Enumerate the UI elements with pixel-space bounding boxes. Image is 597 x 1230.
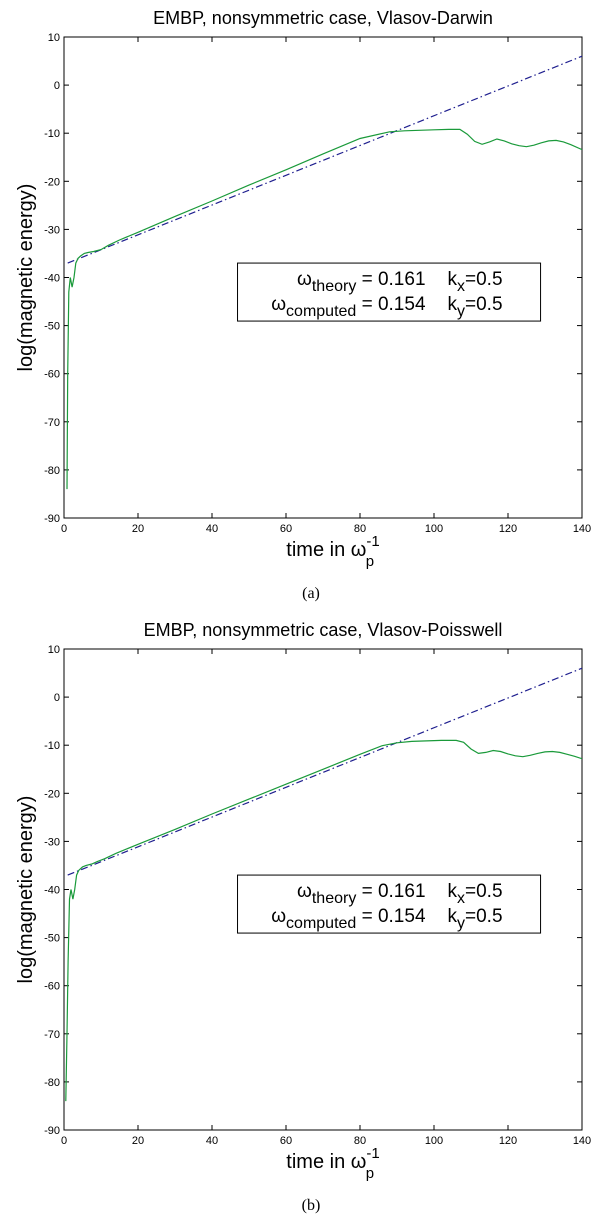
chart-a-ytick-label: -30 [44,224,60,236]
chart-b-xtick-label: 60 [280,1135,292,1147]
chart-a-omega-value: = 0.154 [356,294,426,315]
chart-a-annotation-k-x: kx=0.5 [448,269,503,295]
chart-b-k-value: =0.5 [465,906,503,927]
chart-b-caption: (b) [302,1197,321,1214]
chart-b-ytick-label: -80 [44,1077,60,1089]
chart-b-computed-energy-line [65,739,582,1102]
chart-b-title: EMBP, nonsymmetric case, Vlasov-Poisswel… [144,620,503,640]
chart-a-xtick-label: 120 [499,523,517,535]
chart-b-omega-subscript: computed [286,915,356,932]
chart-a-annotation-omega-theory: ωtheory = 0.161 [297,269,426,295]
chart-a-omega-symbol: ω [271,294,286,315]
chart-b-xlabel: time in ω-1 p [286,1145,379,1182]
chart-a-ytick-label: -40 [44,273,60,285]
chart-b-annotation-k-y: ky=0.5 [448,906,503,932]
chart-b-k-subscript: x [457,890,465,907]
chart-a-title: EMBP, nonsymmetric case, Vlasov-Darwin [153,8,493,28]
chart-a-omega-symbol: ω [297,269,312,290]
chart-a-xtick-label: 0 [61,523,67,535]
chart-a-k-value: =0.5 [465,294,503,315]
chart-a-ytick-label: 0 [54,80,60,92]
chart-b-annotation-k-x: kx=0.5 [448,881,503,907]
chart-a-xlabel-sub: p [366,553,374,570]
chart-a-ytick-label: 10 [48,32,60,44]
chart-b-k-symbol: k [448,881,458,902]
chart-b-ytick-label: 10 [48,644,60,656]
chart-b-ytick-label: -40 [44,885,60,897]
chart-a-xtick-label: 80 [354,523,366,535]
chart-panel-a: EMBP, nonsymmetric case, Vlasov-Darwin 0 2… [0,0,597,612]
chart-b-svg: EMBP, nonsymmetric case, Vlasov-Poisswel… [15,620,591,1214]
chart-b-ytick-label: -90 [44,1125,60,1137]
chart-a-ylabel: log(magnetic energy) [15,184,37,372]
chart-a-k-value: =0.5 [465,269,503,290]
chart-a-xtick-label: 20 [132,523,144,535]
chart-b-ytick-label: 0 [54,692,60,704]
chart-a-k-symbol: k [448,269,458,290]
chart-a-xtick-label: 100 [425,523,443,535]
chart-b-k-subscript: y [457,915,465,932]
chart-b-ytick-label: -30 [44,836,60,848]
chart-a-k-subscript: x [457,278,465,295]
chart-a-ytick-label: -20 [44,176,60,188]
chart-a-omega-value: = 0.161 [356,269,425,290]
chart-b-ylabel: log(magnetic energy) [15,796,37,984]
chart-b-ytick-label: -20 [44,788,60,800]
chart-b-xlabel-main: time in ω [286,1151,366,1173]
chart-a-xtick-label: 40 [206,523,218,535]
chart-a-annotation-k-y: ky=0.5 [448,294,503,320]
chart-a-ytick-label: -10 [44,128,60,140]
chart-b-xlabel-sup: -1 [366,1145,379,1162]
chart-b-ytick-label: -50 [44,933,60,945]
chart-a-xlabel-main: time in ω [286,539,366,561]
chart-a-ytick-label: -70 [44,417,60,429]
chart-b-xtick-label: 20 [132,1135,144,1147]
chart-a-ytick-label: -60 [44,369,60,381]
chart-a-computed-energy-line [66,128,582,490]
chart-b-annotation-omega-computed: ωcomputed = 0.154 [271,906,426,932]
chart-b-ytick-label: -10 [44,740,60,752]
chart-b-annotation-box [237,874,542,934]
chart-panel-b: EMBP, nonsymmetric case, Vlasov-Poisswel… [0,612,597,1225]
chart-b-k-symbol: k [448,906,458,927]
chart-b-xtick-label: 120 [499,1135,517,1147]
chart-b-ytick-label: -70 [44,1029,60,1041]
chart-a-omega-subscript: theory [312,278,356,295]
chart-b-omega-value: = 0.154 [356,906,426,927]
chart-b-xtick-label: 80 [354,1135,366,1147]
chart-b-annotation-omega-theory: ωtheory = 0.161 [297,881,426,907]
chart-b-xtick-label: 140 [573,1135,591,1147]
chart-a-ytick-label: -90 [44,513,60,525]
chart-b-k-value: =0.5 [465,881,503,902]
chart-b-omega-value: = 0.161 [356,881,425,902]
chart-a-annotation-box [237,262,542,322]
chart-a-ytick-label: -80 [44,465,60,477]
chart-a-ytick-label: -50 [44,321,60,333]
chart-a-theory-fit-line [67,55,582,264]
chart-a-xtick-label: 60 [280,523,292,535]
chart-a-xlabel: time in ω-1 p [286,533,379,570]
chart-b-omega-symbol: ω [297,881,312,902]
chart-b-omega-symbol: ω [271,906,286,927]
chart-b-xtick-label: 100 [425,1135,443,1147]
chart-a-k-symbol: k [448,294,458,315]
chart-a-annotation-omega-computed: ωcomputed = 0.154 [271,294,426,320]
chart-b-theory-fit-line [67,667,582,876]
chart-a-k-subscript: y [457,303,465,320]
chart-a-omega-subscript: computed [286,303,356,320]
chart-b-xtick-label: 0 [61,1135,67,1147]
chart-a-caption: (a) [302,585,320,602]
chart-b-omega-subscript: theory [312,890,356,907]
chart-a-xlabel-sup: -1 [366,533,379,550]
chart-b-xlabel-sub: p [366,1165,374,1182]
chart-b-ytick-label: -60 [44,981,60,993]
chart-a-svg: EMBP, nonsymmetric case, Vlasov-Darwin 0 2… [15,8,591,602]
chart-a-xtick-label: 140 [573,523,591,535]
chart-b-xtick-label: 40 [206,1135,218,1147]
